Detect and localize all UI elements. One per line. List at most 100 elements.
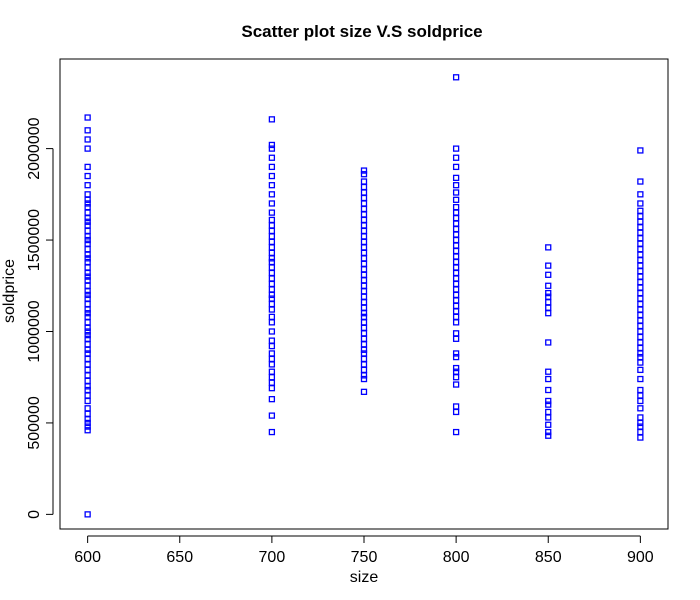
data-point <box>452 231 460 238</box>
data-point <box>452 145 460 152</box>
data-point <box>637 278 644 286</box>
data-point <box>452 174 460 182</box>
data-point <box>84 255 91 262</box>
data-point <box>360 183 368 191</box>
data-points <box>84 74 644 518</box>
data-point <box>360 304 368 311</box>
data-point <box>84 310 91 317</box>
data-point <box>268 412 276 419</box>
data-point <box>268 222 276 229</box>
data-point <box>84 397 91 405</box>
data-point <box>84 328 91 335</box>
data-point <box>268 264 276 271</box>
data-point <box>84 258 91 266</box>
data-point <box>637 414 644 421</box>
data-point <box>360 194 368 202</box>
data-point <box>452 209 460 216</box>
data-point <box>452 242 460 249</box>
data-point <box>637 235 644 242</box>
data-point <box>360 266 368 273</box>
data-point <box>268 163 276 171</box>
data-point <box>84 392 91 399</box>
data-point <box>360 216 368 224</box>
data-point <box>84 246 91 253</box>
data-point <box>268 275 276 282</box>
data-point <box>268 145 276 152</box>
data-point <box>268 385 276 392</box>
data-point <box>452 264 460 271</box>
data-point <box>637 322 644 330</box>
data-point <box>637 423 644 430</box>
data-point <box>84 218 91 225</box>
y-tick-label: 500000 <box>26 396 43 449</box>
data-point <box>360 335 368 342</box>
data-point <box>637 375 644 383</box>
data-point <box>452 308 460 315</box>
data-point <box>360 366 368 374</box>
data-point <box>637 229 644 236</box>
data-point <box>268 295 276 302</box>
data-point <box>637 289 644 297</box>
y-tick-label: 1500000 <box>26 209 43 271</box>
data-point <box>360 167 368 174</box>
data-point <box>637 317 644 324</box>
data-point <box>360 288 368 295</box>
x-tick-label: 600 <box>74 549 101 566</box>
data-point <box>360 350 368 357</box>
data-point <box>545 368 552 375</box>
data-point <box>545 293 552 300</box>
data-point <box>360 189 368 196</box>
data-point <box>268 233 276 240</box>
data-point <box>84 377 91 385</box>
data-point <box>452 258 460 266</box>
y-tick-label: 2000000 <box>26 117 43 179</box>
data-point <box>545 339 552 346</box>
x-tick-label: 850 <box>535 549 562 566</box>
data-point <box>268 244 276 251</box>
data-point <box>268 182 276 189</box>
data-point <box>360 200 368 207</box>
data-point <box>545 432 552 439</box>
data-point <box>268 342 276 350</box>
data-point <box>360 238 368 246</box>
data-point <box>360 222 368 229</box>
data-point <box>360 319 368 326</box>
data-point <box>84 172 91 180</box>
data-point <box>84 163 91 171</box>
data-point <box>84 277 91 284</box>
data-point <box>360 324 368 331</box>
data-point <box>637 300 644 308</box>
data-point <box>452 353 460 361</box>
data-point <box>360 375 368 383</box>
data-point <box>84 136 91 143</box>
data-point <box>360 227 368 235</box>
data-point <box>637 284 644 291</box>
data-point <box>268 191 276 198</box>
data-point <box>360 249 368 257</box>
data-point <box>637 306 644 313</box>
data-point <box>360 341 368 348</box>
data-point <box>452 203 460 211</box>
data-point <box>360 205 368 213</box>
data-point <box>545 397 552 405</box>
data-point <box>452 368 460 375</box>
data-point <box>452 236 460 244</box>
data-point <box>545 289 552 297</box>
data-point <box>84 355 91 363</box>
data-point <box>268 396 276 403</box>
data-point <box>268 227 276 235</box>
data-point <box>637 328 644 335</box>
data-point <box>637 191 644 198</box>
data-point <box>452 154 460 161</box>
data-point <box>452 247 460 255</box>
data-point <box>452 335 460 342</box>
data-point <box>452 428 460 436</box>
data-point <box>360 178 368 185</box>
data-point <box>84 300 91 308</box>
data-point <box>84 331 91 339</box>
data-point <box>268 116 276 123</box>
data-point <box>637 405 644 412</box>
data-point <box>84 419 91 427</box>
data-point <box>545 244 552 251</box>
data-point <box>84 386 91 394</box>
